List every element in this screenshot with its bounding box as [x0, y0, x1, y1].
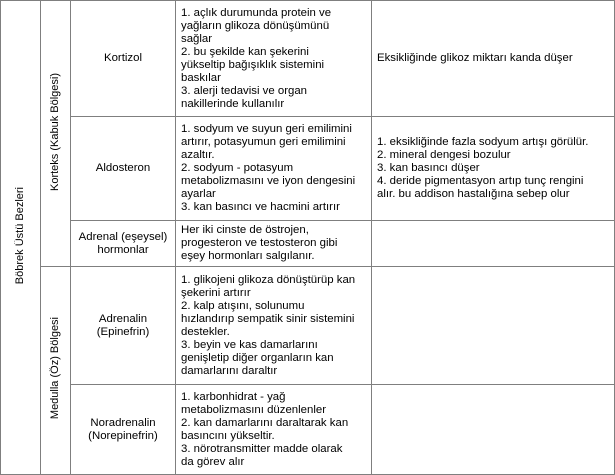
hormone-effects: 1. eksikliğinde fazla sodyum artışı görü… [371, 116, 615, 221]
section-label-medulla: Medulla (Öz) Bölgesi [49, 317, 61, 420]
hormone-name: Adrenal (eşeysel) hormonlar [70, 220, 176, 267]
table-row: Adrenal (eşeysel) hormonlar Her iki cins… [1, 220, 615, 267]
section-label-cell: Medulla (Öz) Bölgesi [40, 266, 71, 475]
hormone-functions: 1. sodyum ve suyun geri emilimini artırı… [175, 116, 372, 221]
table-row: Noradrenalin (Norepinefrin) 1. karbonhid… [1, 384, 615, 475]
hormone-effects: Eksikliğinde glikoz miktarı kanda düşer [371, 0, 615, 117]
section-label-cortex: Korteks (Kabuk Bölgesi) [49, 72, 61, 191]
hormone-effects [371, 266, 615, 385]
hormone-functions: 1. glikojeni glikoza dönüştürüp kan şeke… [175, 266, 372, 385]
group-label-cell: Böbrek Üstü Bezleri [0, 0, 41, 475]
section-label-cell: Korteks (Kabuk Bölgesi) [40, 0, 71, 267]
hormone-name: Noradrenalin (Norepinefrin) [70, 384, 176, 475]
table-row: Aldosteron 1. sodyum ve suyun geri emili… [1, 116, 615, 221]
hormone-effects [371, 220, 615, 267]
hormone-effects [371, 384, 615, 475]
hormone-functions: 1. karbonhidrat - yağ metabolizmasını dü… [175, 384, 372, 475]
group-label: Böbrek Üstü Bezleri [14, 186, 26, 285]
hormone-name: Aldosteron [70, 116, 176, 221]
table-row: Medulla (Öz) Bölgesi Adrenalin (Epinefri… [1, 266, 615, 475]
hormone-functions: 1. açlık durumunda protein ve yağların g… [175, 0, 372, 117]
hormone-functions: Her iki cinste de östrojen, progesteron … [175, 220, 372, 267]
hormone-name: Kortizol [70, 0, 176, 117]
hormone-name: Adrenalin (Epinefrin) [70, 266, 176, 385]
